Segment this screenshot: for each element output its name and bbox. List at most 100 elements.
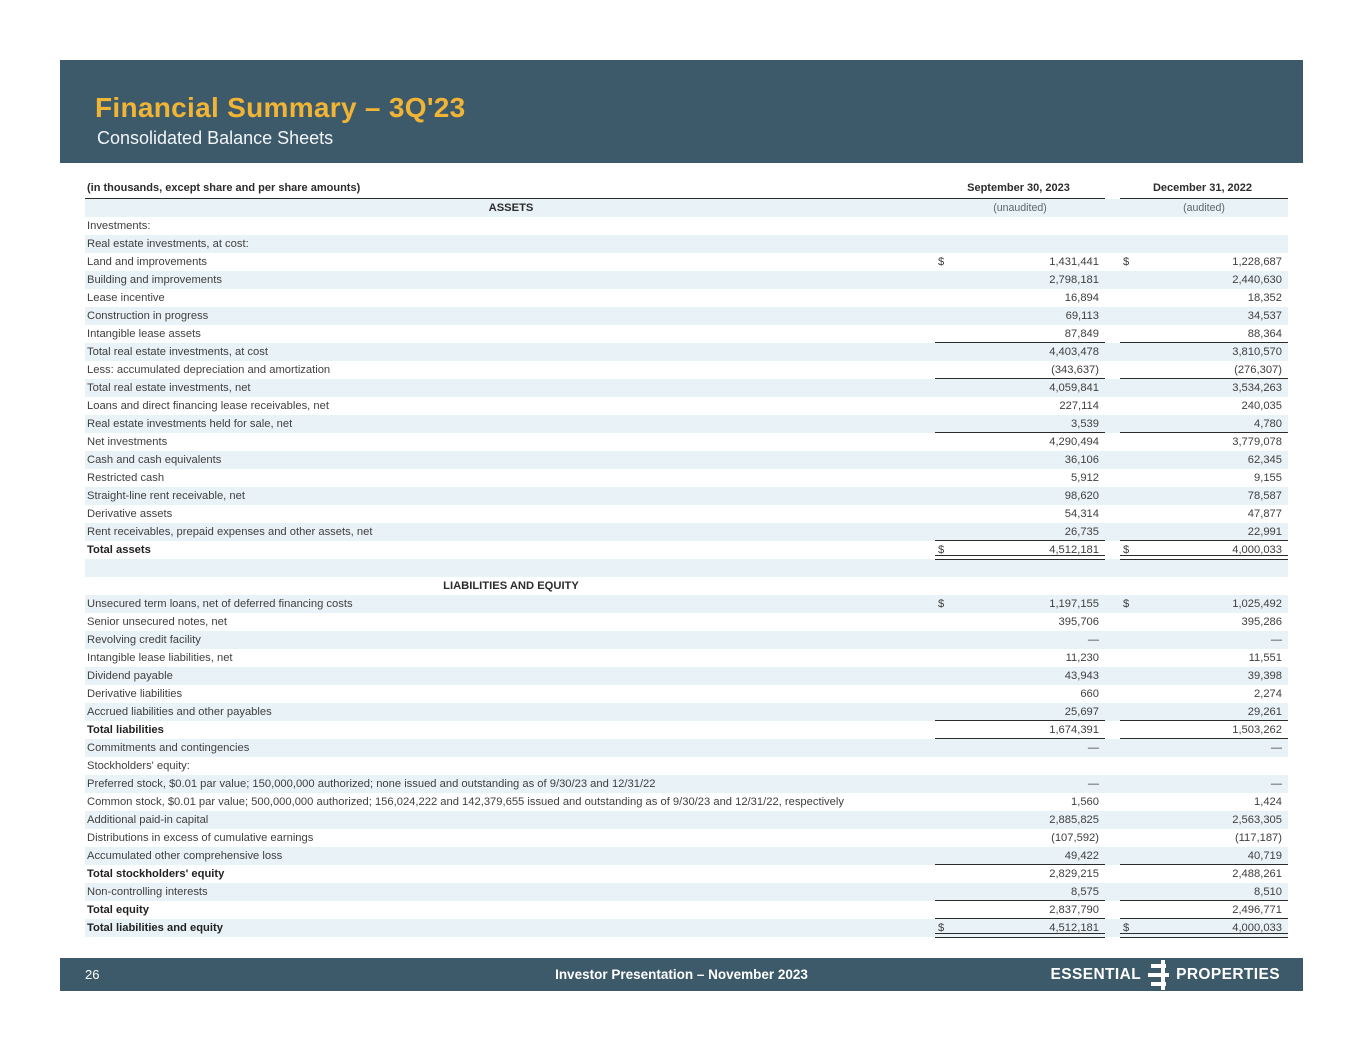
table-row: Rent receivables, prepaid expenses and o… — [85, 523, 1288, 541]
slide-subtitle: Consolidated Balance Sheets — [97, 128, 334, 148]
value-group-2022: 88,364 — [1120, 325, 1288, 343]
value-group-2023: 1,560 — [935, 793, 1105, 811]
value-text: 4,512,181 — [1049, 544, 1099, 556]
value-group-2022: 34,537 — [1120, 307, 1288, 325]
balance-sheet-table: (in thousands, except share and per shar… — [85, 178, 1288, 938]
column-gap — [1105, 451, 1120, 469]
row-label: Net investments — [87, 436, 168, 448]
row-label: LIABILITIES AND EQUITY — [443, 580, 579, 592]
table-row: Additional paid-in capital 2,885,825 2,563… — [85, 811, 1288, 829]
value-group-2023: — — [935, 775, 1105, 793]
value-group-2023: $1,197,155 — [935, 595, 1105, 613]
footer-bar: 26 Investor Presentation – November 2023… — [60, 958, 1303, 991]
value-group-2022: 395,286 — [1120, 613, 1288, 631]
column-gap — [1105, 289, 1120, 307]
row-label: Total assets — [87, 544, 151, 556]
value-text: 227,114 — [1059, 400, 1099, 412]
value-group-2023: 54,314 — [935, 505, 1105, 523]
value-group-2022: 2,440,630 — [1120, 271, 1288, 289]
value-text: (107,592) — [1051, 832, 1099, 844]
row-label: Land and improvements — [87, 256, 208, 268]
value-text: 49,422 — [1064, 850, 1099, 862]
value-text: 62,345 — [1247, 454, 1282, 466]
value-group-2023: 5,912 — [935, 469, 1105, 487]
column-gap — [1105, 235, 1120, 253]
column-gap — [1105, 178, 1120, 199]
table-row: Commitments and contingencies — — — [85, 739, 1288, 757]
table-row: Stockholders' equity: — [85, 757, 1288, 775]
value-text: 87,849 — [1064, 328, 1099, 340]
column-gap — [1105, 325, 1120, 343]
value-group-2023: 11,230 — [935, 649, 1105, 667]
row-label: Senior unsecured notes, net — [87, 616, 227, 628]
value-text: — — [1087, 742, 1099, 754]
row-label: Investments: — [87, 220, 151, 232]
value-group-2023: $1,431,441 — [935, 253, 1105, 271]
column-gap — [1105, 505, 1120, 523]
value-group-2022: 2,488,261 — [1120, 865, 1288, 883]
row-label: Real estate investments, at cost: — [87, 238, 249, 250]
value-text: 4,403,478 — [1049, 346, 1099, 358]
value-group-2023: 25,697 — [935, 703, 1105, 721]
value-group-2022: 22,991 — [1120, 523, 1288, 541]
column-gap — [1105, 253, 1120, 271]
value-group-2022: (audited) — [1183, 202, 1225, 214]
value-group-2023: 26,735 — [935, 523, 1105, 541]
row-label: Derivative assets — [87, 508, 173, 520]
value-text: 4,000,033 — [1232, 544, 1282, 556]
value-group-2022: 18,352 — [1120, 289, 1288, 307]
value-text: 2,274 — [1254, 688, 1282, 700]
table-row: Derivative liabilities 660 2,274 — [85, 685, 1288, 703]
row-label: Lease incentive — [87, 292, 165, 304]
value-group-2022: 9,155 — [1120, 469, 1288, 487]
row-label: ASSETS — [488, 202, 534, 214]
table-row: Total equity 2,837,790 2,496,771 — [85, 901, 1288, 919]
row-label: Additional paid-in capital — [87, 814, 209, 826]
slide-header: Financial Summary – 3Q'23 Consolidated B… — [60, 60, 1303, 163]
row-label: Less: accumulated depreciation and amort… — [87, 364, 331, 376]
row-label: Total liabilities and equity — [87, 922, 223, 934]
logo-word-properties: PROPERTIES — [1176, 965, 1280, 983]
value-group-2022: — — [1120, 631, 1288, 649]
value-text: 2,563,305 — [1232, 814, 1282, 826]
value-text: 3,810,570 — [1232, 346, 1282, 358]
value-group-2022 — [1120, 577, 1288, 595]
value-group-2022: — — [1120, 739, 1288, 757]
value-group-2023: — — [935, 631, 1105, 649]
value-group-2022: 3,779,078 — [1120, 433, 1288, 451]
row-label: Restricted cash — [87, 472, 165, 484]
value-text: 18,352 — [1247, 292, 1282, 304]
value-text: 8,510 — [1254, 886, 1282, 898]
row-label: Rent receivables, prepaid expenses and o… — [87, 526, 373, 538]
currency-symbol: $ — [938, 544, 945, 556]
row-label: Unsecured term loans, net of deferred fi… — [87, 598, 353, 610]
value-group-2022: 3,534,263 — [1120, 379, 1288, 397]
value-text: 1,228,687 — [1232, 256, 1282, 268]
value-text: 1,431,441 — [1049, 256, 1099, 268]
currency-symbol: $ — [1123, 598, 1130, 610]
value-text: 47,877 — [1247, 508, 1282, 520]
value-group-2023: 87,849 — [935, 325, 1105, 343]
column-gap — [1105, 721, 1120, 739]
value-group-2023 — [935, 577, 1105, 595]
value-text: — — [1270, 742, 1282, 754]
table-row: Less: accumulated depreciation and amort… — [85, 361, 1288, 379]
value-text: 34,537 — [1247, 310, 1282, 322]
value-group-2022: 47,877 — [1120, 505, 1288, 523]
currency-symbol: $ — [938, 922, 945, 934]
column-gap — [1105, 307, 1120, 325]
column-gap — [1105, 811, 1120, 829]
column-gap — [1105, 757, 1120, 775]
value-text: 2,829,215 — [1049, 868, 1099, 880]
value-group-2022: 1,503,262 — [1120, 721, 1288, 739]
currency-symbol: $ — [938, 256, 945, 268]
value-group-2023: 2,798,181 — [935, 271, 1105, 289]
row-label: Total stockholders' equity — [87, 868, 225, 880]
column-gap — [1105, 901, 1120, 919]
value-group-2023 — [935, 217, 1105, 235]
row-label: Intangible lease liabilities, net — [87, 652, 233, 664]
value-text: 2,885,825 — [1049, 814, 1099, 826]
column-gap — [1105, 631, 1120, 649]
value-text: 1,025,492 — [1232, 598, 1282, 610]
currency-symbol: $ — [1123, 256, 1130, 268]
